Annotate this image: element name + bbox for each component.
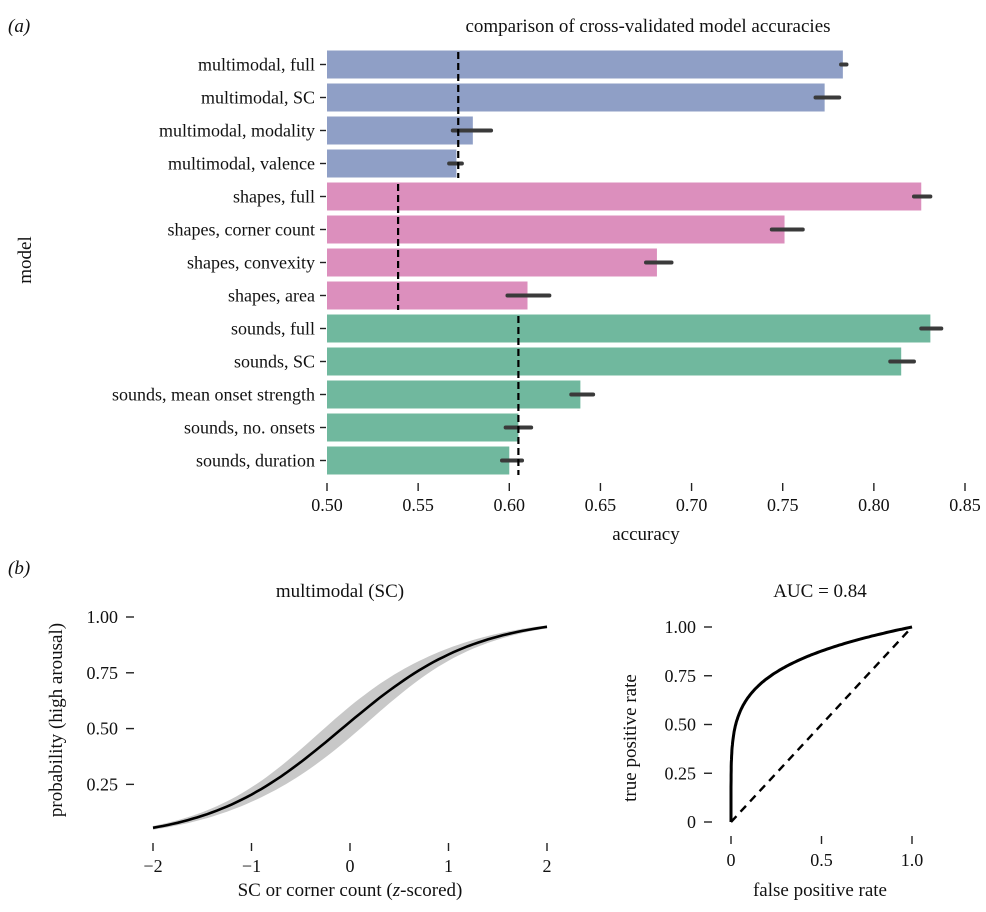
category-label-7: shapes, area: [228, 286, 315, 306]
chart-b1-ylabel: probability (high arousal): [46, 623, 67, 817]
b2-x-tick-label-2: 1.0: [901, 850, 924, 870]
chart-a-xlabel: accuracy: [612, 524, 680, 545]
category-label-8: sounds, full: [231, 319, 315, 339]
b1-y-tick-label-2: 0.75: [87, 663, 119, 683]
b2-y-tick-label-3: 0.75: [665, 666, 697, 686]
b2-x-tick-label-0: 0: [727, 850, 736, 870]
bar-6: [327, 248, 657, 277]
category-label-11: sounds, no. onsets: [184, 418, 315, 438]
b1-y-tick-label-3: 1.00: [87, 607, 119, 627]
x-tick-label-5: 0.75: [767, 495, 799, 515]
chart-b1-confidence-band: [153, 625, 547, 830]
bar-3: [327, 149, 457, 178]
chart-b2-title: AUC = 0.84: [773, 581, 867, 602]
category-label-1: multimodal, SC: [201, 88, 315, 108]
x-tick-label-0: 0.50: [311, 495, 343, 515]
category-label-4: shapes, full: [233, 187, 315, 207]
chart-b2-chance-diagonal: [730, 626, 913, 823]
bar-5: [327, 215, 785, 244]
chart-a-title: comparison of cross-validated model accu…: [465, 16, 830, 37]
chart-b2-xlabel: false positive rate: [753, 880, 887, 901]
category-label-10: sounds, mean onset strength: [112, 385, 315, 405]
category-label-12: sounds, duration: [196, 451, 315, 471]
x-tick-label-2: 0.60: [494, 495, 526, 515]
bar-11: [327, 413, 519, 442]
b1-x-tick-label-1: −1: [242, 856, 261, 876]
b1-y-tick-label-0: 0.25: [87, 774, 119, 794]
bar-9: [327, 347, 902, 376]
x-tick-label-1: 0.55: [402, 495, 434, 515]
category-label-3: multimodal, valence: [168, 154, 315, 174]
bar-10: [327, 380, 581, 409]
chart-b2-ylabel: true positive rate: [620, 674, 641, 802]
bar-4: [327, 182, 922, 211]
category-label-0: multimodal, full: [198, 55, 315, 75]
panel-a-label: (a): [8, 16, 30, 37]
chart-a-bars: [327, 50, 931, 475]
b2-y-tick-label-1: 0.25: [665, 763, 697, 783]
category-label-6: shapes, convexity: [187, 253, 315, 273]
bar-2: [327, 116, 473, 145]
b2-y-tick-label-2: 0.50: [665, 715, 697, 735]
chart-b1-axes: −2 −1 0 1 2 0.25 0.50 0.75 1.00: [87, 607, 552, 876]
panel-b-label: (b): [8, 558, 30, 579]
bar-8: [327, 314, 931, 343]
b1-x-tick-label-0: −2: [143, 856, 162, 876]
b2-y-tick-label-0: 0: [687, 812, 696, 832]
x-tick-label-7: 0.85: [949, 495, 981, 515]
b1-y-tick-label-1: 0.50: [87, 719, 119, 739]
bar-0: [327, 50, 843, 79]
chart-b2-axes: 0 0.5 1.000.250.500.751.00: [665, 617, 924, 870]
b1-x-tick-label-2: 0: [346, 856, 355, 876]
chart-a-baseline-lines: [396, 52, 520, 475]
bar-1: [327, 83, 825, 112]
category-label-2: multimodal, modality: [159, 121, 315, 141]
x-tick-label-4: 0.70: [676, 495, 708, 515]
chart-a-x-axis: 0.50 0.55 0.60 0.65 0.70 0.75 0.80 0.85: [311, 483, 981, 515]
b1-x-tick-label-3: 1: [444, 856, 453, 876]
chart-b1-fit-line: [152, 625, 548, 830]
category-label-9: sounds, SC: [234, 352, 315, 372]
category-label-5: shapes, corner count: [168, 220, 315, 240]
x-tick-label-3: 0.65: [585, 495, 617, 515]
chart-b2-roc-curve: [729, 625, 913, 822]
bar-12: [327, 446, 510, 475]
b1-x-tick-label-4: 2: [543, 856, 552, 876]
b2-y-tick-label-4: 1.00: [665, 617, 697, 637]
x-tick-label-6: 0.80: [858, 495, 890, 515]
chart-a-category-labels: multimodal, full multimodal, SC multimodal…: [112, 55, 326, 471]
bar-7: [327, 281, 528, 310]
chart-a-ylabel: model: [15, 236, 36, 284]
chart-b1-title: multimodal (SC): [276, 581, 404, 602]
chart-b1-xlabel: SC or corner count (z-scored): [238, 880, 463, 901]
b2-x-tick-label-1: 0.5: [810, 850, 833, 870]
